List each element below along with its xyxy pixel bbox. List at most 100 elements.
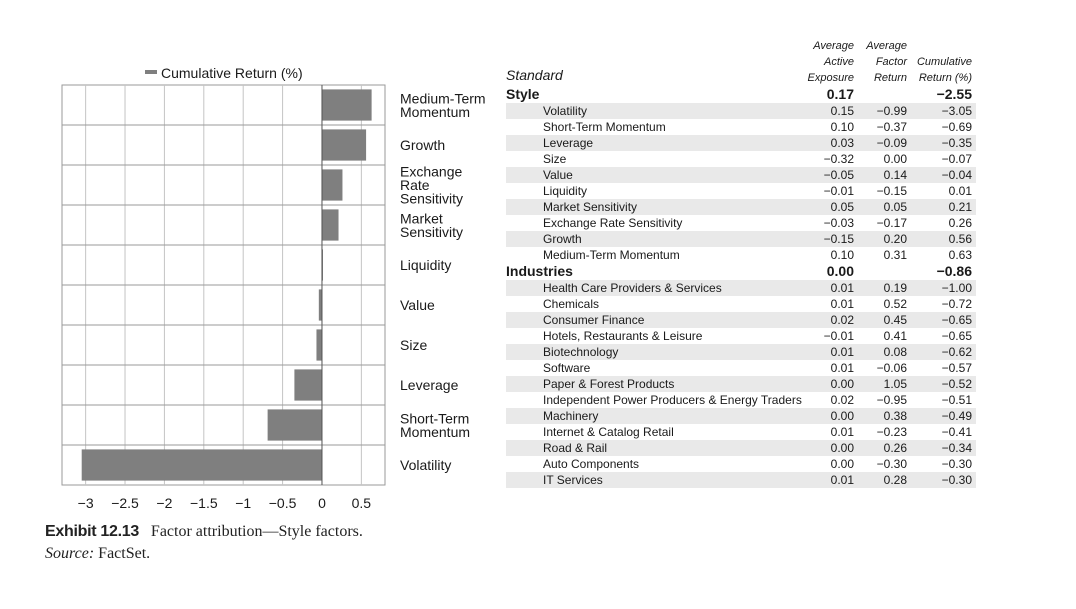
row-exposure: 0.00 — [830, 377, 854, 391]
source-label: Source: — [45, 545, 95, 562]
row-label: Market Sensitivity — [543, 200, 638, 214]
row-cumulative: −0.69 — [941, 120, 972, 134]
row-label: Consumer Finance — [543, 313, 645, 327]
row-exposure: −0.32 — [823, 152, 854, 166]
x-tick-label: 0.5 — [352, 495, 372, 511]
category-label-line: Market — [400, 210, 443, 226]
bar-exchange-rate-sensitivity — [321, 169, 343, 201]
table-row: Growth −0.15 0.20 0.56 — [506, 231, 976, 247]
row-exposure: 0.01 — [830, 345, 854, 359]
category-label: Short-Term Momentum — [400, 410, 470, 440]
row-label: IT Services — [543, 473, 603, 487]
x-tick-label: 0 — [318, 495, 326, 511]
table-row: Liquidity −0.01 −0.15 0.01 — [506, 183, 976, 199]
bar-size — [316, 329, 322, 361]
table-row: Auto Components 0.00 −0.30 −0.30 — [506, 456, 976, 472]
table-row: IT Services 0.01 0.28 −0.30 — [506, 472, 976, 488]
category-label: Market Sensitivity — [400, 210, 463, 240]
section-row-industries: Industries 0.00 −0.86 — [506, 263, 976, 280]
table-row: Chemicals 0.01 0.52 −0.72 — [506, 296, 976, 312]
row-exposure: 0.01 — [830, 281, 854, 295]
row-factor-return: −0.17 — [876, 216, 907, 230]
row-cumulative: −1.00 — [941, 281, 972, 295]
row-exposure: 0.10 — [830, 120, 854, 134]
row-cumulative: −0.49 — [941, 409, 972, 423]
category-label: Value — [400, 297, 435, 313]
row-label: Internet & Catalog Retail — [543, 425, 674, 439]
table-row: Market Sensitivity 0.05 0.05 0.21 — [506, 199, 976, 215]
table-body: Style 0.17 −2.55 Volatility 0.15 −0.99 −3.05 Sh… — [506, 86, 976, 488]
x-tick-label: −1 — [235, 495, 251, 511]
row-label: Health Care Providers & Services — [543, 281, 722, 295]
category-label-line: Volatility — [400, 457, 451, 473]
row-exposure: 0.00 — [830, 409, 854, 423]
row-exposure: 0.03 — [830, 136, 854, 150]
table-row: Medium-Term Momentum 0.10 0.31 0.63 — [506, 247, 976, 263]
x-tick-labels: −3 −2.5 −2 −1.5 −1 −0.5 0 0.5 — [78, 495, 372, 511]
row-cumulative: −0.30 — [941, 457, 972, 471]
legend-label: Cumulative Return (%) — [161, 65, 303, 81]
x-tick-label: −2.5 — [111, 495, 139, 511]
row-factor-return: −0.09 — [876, 136, 907, 150]
row-factor-return: −0.37 — [876, 120, 907, 134]
table-row: Biotechnology 0.01 0.08 −0.62 — [506, 344, 976, 360]
row-cumulative: −0.65 — [941, 313, 972, 327]
col-header-cumulative-line2: Return (%) — [918, 72, 972, 84]
col-header-factor-line1: Average — [866, 40, 907, 52]
row-label: Size — [543, 152, 567, 166]
x-tick-label: −2 — [156, 495, 172, 511]
bar-growth — [321, 129, 367, 161]
row-cumulative: −0.35 — [941, 136, 972, 150]
exhibit-number: Exhibit 12.13 — [45, 523, 139, 540]
row-factor-return: 1.05 — [883, 377, 907, 391]
table-row: Value −0.05 0.14 −0.04 — [506, 167, 976, 183]
table-row: Independent Power Producers & Energy Tra… — [506, 392, 976, 408]
section-row-style: Style 0.17 −2.55 — [506, 86, 976, 103]
row-factor-return: 0.19 — [883, 281, 907, 295]
row-exposure: 0.01 — [830, 297, 854, 311]
legend-swatch — [145, 70, 157, 74]
horizontal-gridlines — [62, 124, 385, 446]
row-label: Biotechnology — [543, 345, 619, 359]
row-factor-return: 0.38 — [883, 409, 907, 423]
row-exposure: −0.03 — [823, 216, 854, 230]
row-exposure: 0.00 — [830, 441, 854, 455]
row-factor-return: 0.41 — [883, 329, 907, 343]
row-label: Independent Power Producers & Energy Tra… — [543, 393, 802, 407]
row-label: Exchange Rate Sensitivity — [543, 216, 683, 230]
table-row: Exchange Rate Sensitivity −0.03 −0.17 0.26 — [506, 215, 976, 231]
row-exposure: 0.10 — [830, 248, 854, 262]
table-header: Standard Average Active Exposure Average… — [506, 34, 976, 86]
row-label: Paper & Forest Products — [543, 377, 675, 391]
section-cumulative: −2.55 — [936, 86, 972, 102]
row-label: Medium-Term Momentum — [543, 248, 680, 262]
row-cumulative: −3.05 — [941, 104, 972, 118]
row-cumulative: 0.01 — [948, 184, 972, 198]
row-exposure: 0.00 — [830, 457, 854, 471]
bars-group — [81, 89, 372, 481]
row-factor-return: 0.31 — [883, 248, 907, 262]
row-label: Volatility — [543, 104, 588, 118]
category-label-line: Value — [400, 297, 435, 313]
row-factor-return: −0.23 — [876, 425, 907, 439]
table-row: Leverage 0.03 −0.09 −0.35 — [506, 135, 976, 151]
row-cumulative: −0.62 — [941, 345, 972, 359]
row-cumulative: −0.65 — [941, 329, 972, 343]
row-exposure: 0.02 — [830, 393, 854, 407]
category-label-line: Short-Term — [400, 410, 469, 426]
bar-short-term-momentum — [267, 409, 322, 441]
bar-medium-term-momentum — [321, 89, 372, 121]
category-label: Growth — [400, 137, 445, 153]
section-cumulative: −0.86 — [936, 263, 972, 279]
row-exposure: −0.01 — [823, 184, 854, 198]
row-factor-return: 0.26 — [883, 441, 907, 455]
table-row: Short-Term Momentum 0.10 −0.37 −0.69 — [506, 119, 976, 135]
section-label: Industries — [506, 263, 573, 279]
table-row: Software 0.01 −0.06 −0.57 — [506, 360, 976, 376]
col-header-factor-line2: Factor — [875, 56, 907, 68]
row-exposure: −0.15 — [823, 232, 854, 246]
row-exposure: 0.02 — [830, 313, 854, 327]
col-header-exposure: Average Active Exposure — [808, 38, 854, 86]
category-label-line: Sensitivity — [400, 191, 463, 207]
row-factor-return: 0.28 — [883, 473, 907, 487]
